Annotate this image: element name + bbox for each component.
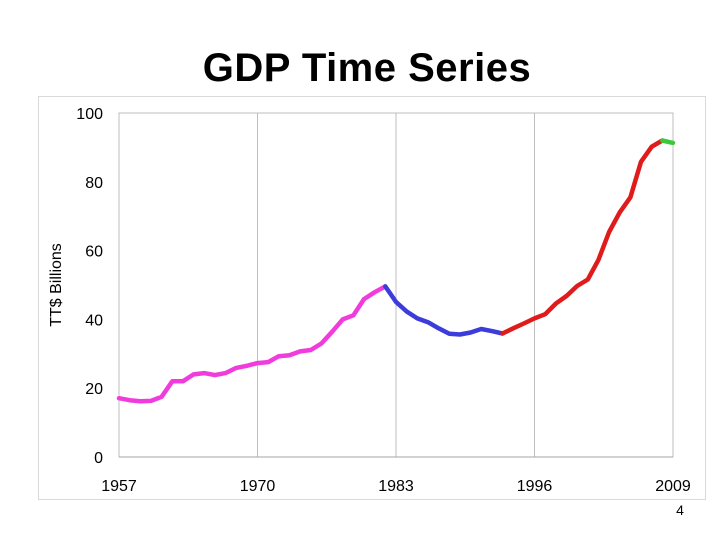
- y-axis-title: TT$ Billions: [48, 243, 65, 327]
- series-line-1: [116, 284, 388, 404]
- x-tick-label: 1996: [517, 478, 553, 495]
- slide-title: GDP Time Series: [202, 46, 532, 90]
- series-line-4: [660, 138, 676, 146]
- y-tick-label: 0: [94, 450, 103, 467]
- gdp-line-chart: 1957 1970 1983 1996 2009 0 20 40 60 80 100 TT$ Bill…: [48, 106, 691, 495]
- x-tick-label: 1983: [378, 478, 414, 495]
- y-tick-label: 100: [76, 106, 103, 123]
- slide-number: 4: [676, 502, 684, 518]
- chart-frame: 1957 1970 1983 1996 2009 0 20 40 60 80 100 TT$ Bill…: [38, 96, 706, 500]
- x-tick-label: 2009: [655, 478, 691, 495]
- series-line-3: [500, 138, 665, 336]
- y-tick-label: 40: [85, 312, 103, 329]
- x-tick-label: 1970: [240, 478, 276, 495]
- y-tick-label: 80: [85, 175, 103, 192]
- y-tick-label: 60: [85, 244, 103, 261]
- series-line-2: [383, 284, 505, 337]
- x-tick-label: 1957: [101, 478, 137, 495]
- y-tick-label: 20: [85, 381, 103, 398]
